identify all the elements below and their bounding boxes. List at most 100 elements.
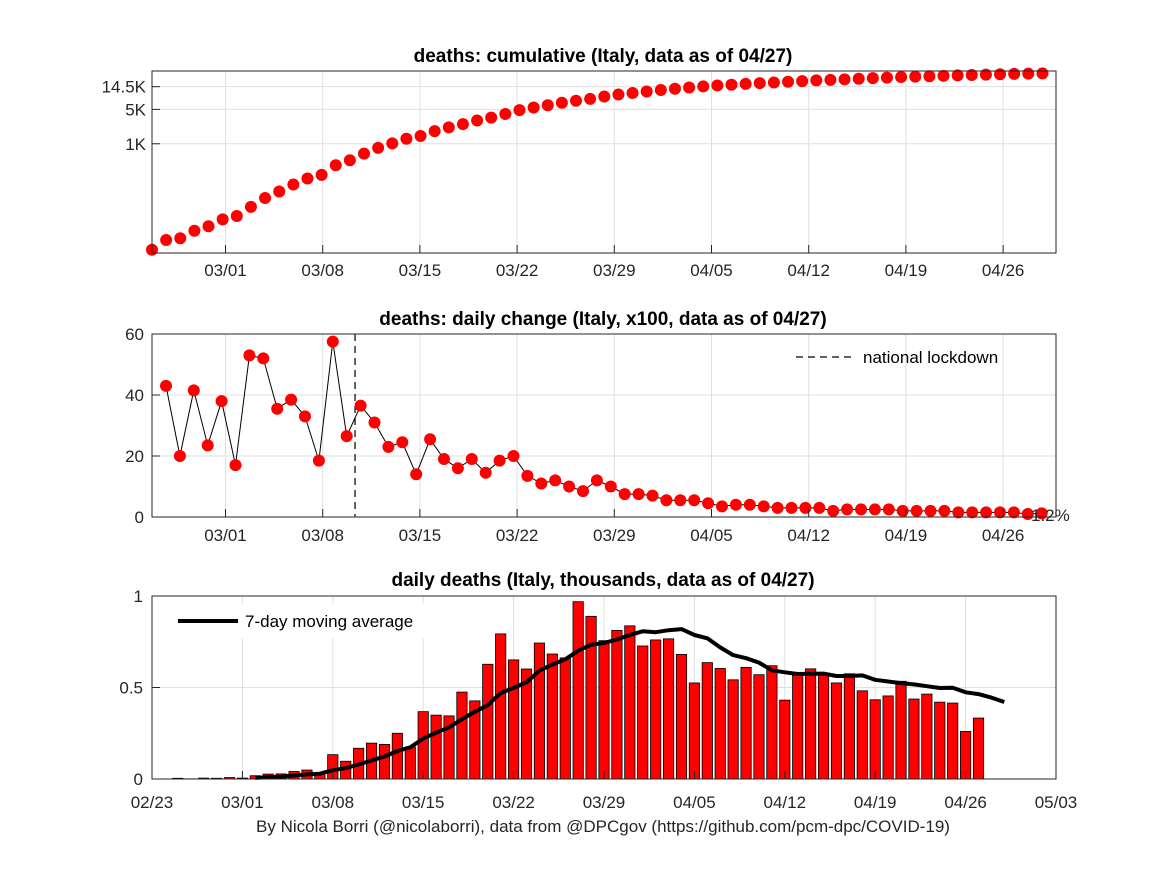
daily-change-point [688,494,701,507]
daily-change-point [535,477,548,490]
daily-change-point [618,488,631,501]
cumulative-point [796,75,809,88]
x-tick-label: 03/01 [204,526,247,545]
daily-change-point [938,504,951,517]
daily-change-point [604,480,617,493]
daily-deaths-bar [688,682,700,780]
y-tick-label: 0 [134,770,143,789]
cumulative-point [725,78,738,91]
cumulative-point [626,87,639,100]
cumulative-point [979,68,992,81]
cumulative-deaths-panel: deaths: cumulative (Italy, data as of 04… [102,46,1057,280]
cumulative-point [683,81,696,94]
daily-change-point [382,440,395,453]
moving-average-legend: 7-day moving average [166,604,448,638]
daily-change-point [285,393,298,406]
x-tick-label: 04/26 [982,526,1025,545]
lockdown-legend: national lockdown [796,348,998,367]
daily-change-point [660,494,673,507]
cumulative-point [499,108,512,121]
daily-change-point [201,439,214,452]
daily-deaths-bar [727,679,739,780]
cumulative-point [584,92,597,105]
cumulative-point [287,178,300,191]
cumulative-point [1008,67,1021,80]
daily-deaths-bar [611,630,623,780]
cumulative-point [513,104,526,117]
cumulative-point [160,234,173,247]
x-tick-label: 04/05 [690,261,733,280]
daily-deaths-bar [559,657,571,780]
cumulative-point [767,76,780,89]
daily-deaths-bar [391,732,403,780]
daily-change-point [674,494,687,507]
x-tick-label: 03/01 [204,261,247,280]
cumulative-point [810,74,823,87]
daily-deaths-bar [882,695,894,780]
daily-change-point [160,379,172,392]
daily-change-point [716,500,728,513]
daily-change-point [757,500,770,513]
cumulative-point [343,154,356,167]
daily-deaths-bar [624,625,636,780]
cumulative-point [273,185,286,198]
cumulative-point [852,72,865,85]
cumulative-point [994,68,1007,81]
daily-change-point [1007,506,1020,519]
daily-deaths-bar [637,645,649,780]
x-tick-label: 04/19 [854,793,897,812]
daily-deaths-bar [378,744,391,780]
daily-deaths-bar [430,714,442,780]
cumulative-point [1036,67,1049,80]
daily-deaths-bar [740,666,752,780]
daily-deaths-bar [856,690,868,780]
moving-average-legend-label: 7-day moving average [245,612,413,631]
daily-change-point [966,506,979,519]
cumulative-point [598,90,611,103]
daily-change-point [451,462,464,475]
cumulative-point [400,132,413,145]
cumulative-plot-frame [151,70,1057,254]
cumulative-point [555,96,568,109]
cumulative-point [216,213,229,226]
y-tick-label: 1 [134,587,143,606]
cumulative-chart-title: deaths: cumulative (Italy, data as of 04… [414,46,793,67]
daily-change-point [424,433,437,446]
cumulative-point [711,79,724,92]
daily-change-point [271,402,284,415]
cumulative-point [838,73,851,86]
cumulative-point [612,88,625,101]
daily-deaths-bar [972,717,985,780]
y-tick-label: 1K [125,135,146,154]
cumulative-point [527,101,540,114]
daily-change-point [243,349,256,362]
x-tick-label: 03/08 [301,526,344,545]
cumulative-point [697,80,710,93]
daily-change-point [729,498,742,511]
daily-change-point [590,474,603,487]
daily-change-point [855,503,867,516]
daily-deaths-bar [779,699,791,780]
daily-change-point [410,468,423,481]
x-tick-label: 03/29 [593,261,636,280]
cumulative-point [329,159,342,172]
daily-change-point [173,450,186,462]
cumulative-point [923,70,936,83]
cumulative-point [358,147,371,160]
daily-change-panel: deaths: daily change (Italy, x100, data … [125,309,1070,545]
daily-deaths-bar [817,672,830,780]
cumulative-point [456,118,469,131]
daily-change-point [882,503,895,516]
x-tick-label: 02/23 [131,793,174,812]
daily-change-point [632,488,645,501]
daily-change-point [521,469,534,482]
x-tick-label: 03/22 [492,793,535,812]
daily-deaths-chart-title: daily deaths (Italy, thousands, data as … [391,570,814,591]
daily-deaths-bar [805,668,817,780]
x-tick-label: 04/26 [944,793,987,812]
cumulative-point [372,141,385,154]
y-tick-label: 0 [135,508,144,527]
moving-average-line [255,627,1005,780]
x-tick-label: 03/22 [496,526,539,545]
